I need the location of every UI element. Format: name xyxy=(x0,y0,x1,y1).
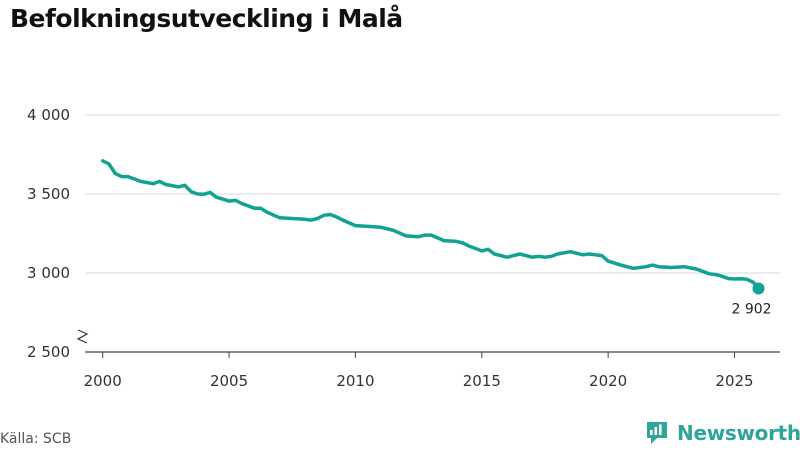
last-point-marker xyxy=(752,282,765,295)
source-label: Källa: SCB xyxy=(0,431,72,447)
brand-name: Newsworthy xyxy=(677,421,800,445)
x-tick-label: 2000 xyxy=(84,372,122,390)
population-line-chart: 2 500 3 000 3 500 4 000 2000 2005 2010 2015 202… xyxy=(27,106,780,390)
grid-lines xyxy=(85,114,780,353)
y-tick-label: 3 500 xyxy=(27,185,70,203)
chart-title: Befolkningsutveckling i Malå xyxy=(10,4,403,33)
y-tick-label: 3 000 xyxy=(27,264,70,282)
x-tick-label: 2025 xyxy=(715,372,753,390)
newsworthy-logo-icon xyxy=(647,422,667,444)
last-point-label: 2 902 xyxy=(731,301,771,317)
x-axis: 2000 2005 2010 2015 2020 2025 xyxy=(84,352,754,390)
y-axis-ticks: 2 500 3 000 3 500 4 000 xyxy=(27,106,89,361)
axis-break-icon xyxy=(76,329,89,344)
brand-logo: Newsworthy xyxy=(645,420,800,446)
y-tick-label: 4 000 xyxy=(27,106,70,124)
x-tick-label: 2010 xyxy=(336,372,374,390)
x-tick-label: 2005 xyxy=(210,372,248,390)
series-layer: 2 902 xyxy=(100,159,772,317)
x-tick-label: 2015 xyxy=(463,372,501,390)
x-tick-label: 2020 xyxy=(589,372,627,390)
series-line-befolkning xyxy=(100,159,761,291)
y-tick-label: 2 500 xyxy=(27,343,70,361)
